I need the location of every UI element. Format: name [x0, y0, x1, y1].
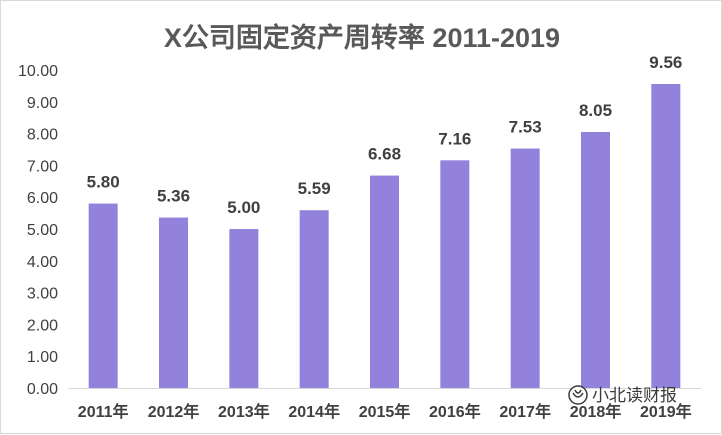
bar — [88, 203, 118, 388]
y-tick-label: 2.00 — [27, 317, 58, 334]
y-tick-label: 6.00 — [27, 190, 58, 207]
x-tick-label: 2017年 — [499, 402, 551, 421]
y-tick-label: 8.00 — [27, 127, 58, 144]
watermark: 小北读财报 — [568, 385, 677, 405]
data-label: 5.59 — [298, 179, 331, 198]
y-tick-label: 5.00 — [27, 222, 58, 239]
y-tick-label: 10.00 — [18, 63, 58, 80]
x-tick-label: 2011年 — [78, 402, 129, 421]
y-tick-label: 4.00 — [27, 254, 58, 271]
data-label: 5.36 — [157, 187, 190, 206]
y-tick-label: 0.00 — [27, 381, 58, 398]
bar — [370, 175, 399, 388]
bar — [440, 160, 470, 388]
x-tick-label: 2012年 — [148, 402, 200, 421]
y-axis: 0.00 1.00 2.00 3.00 4.00 5.00 6.00 7.00 8.00 9.00… — [18, 63, 58, 398]
bar — [510, 148, 540, 388]
x-tick-label: 2019年 — [640, 402, 692, 421]
y-tick-label: 3.00 — [27, 286, 58, 303]
data-label: 5.00 — [227, 198, 260, 217]
chart-title: X公司固定资产周转率 2011-2019 — [164, 22, 560, 53]
wechat-channel-icon — [568, 385, 588, 405]
data-label: 5.80 — [87, 173, 120, 192]
y-tick-label: 1.00 — [27, 349, 58, 366]
y-tick-label: 9.00 — [27, 95, 58, 112]
bar — [651, 83, 681, 388]
data-label: 6.68 — [368, 145, 401, 164]
data-label: 7.53 — [509, 118, 542, 137]
watermark-text: 小北读财报 — [592, 386, 677, 405]
bar — [229, 229, 259, 388]
x-tick-label: 2013年 — [218, 402, 270, 421]
bar — [581, 132, 610, 388]
bar — [159, 217, 188, 388]
data-label: 8.05 — [579, 101, 612, 120]
data-label: 9.56 — [649, 53, 682, 72]
x-axis: 2011年 2012年 2013年 2014年 2015年 2016年 2017年 2018年… — [68, 388, 701, 421]
data-label: 7.16 — [438, 129, 471, 148]
bar — [299, 210, 329, 388]
y-tick-label: 7.00 — [27, 158, 58, 175]
x-tick-label: 2018年 — [570, 402, 622, 421]
x-tick-label: 2015年 — [359, 402, 411, 421]
x-tick-label: 2016年 — [429, 402, 481, 421]
x-tick-label: 2014年 — [288, 402, 340, 421]
bar-series: 5.80 5.36 5.00 5.59 6.68 7.16 7.53 8.05 9.56 — [87, 53, 682, 388]
